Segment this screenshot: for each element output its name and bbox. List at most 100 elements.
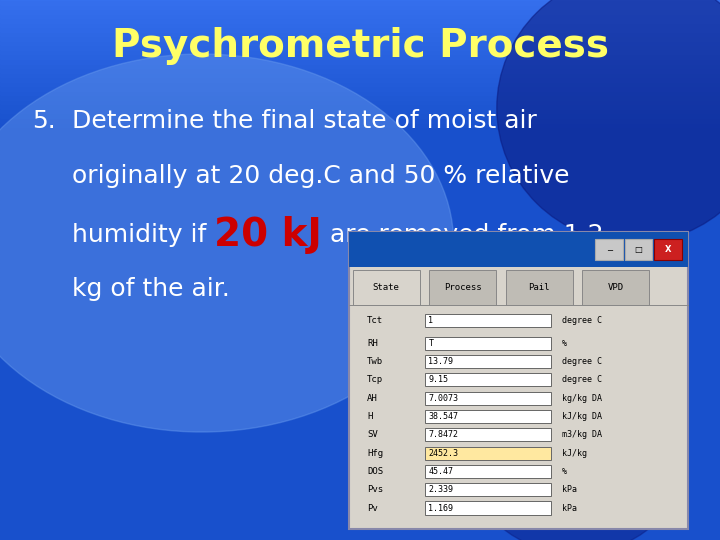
Bar <box>0 77 720 82</box>
Bar <box>0 100 720 104</box>
Ellipse shape <box>468 364 684 540</box>
Bar <box>0 236 720 240</box>
Bar <box>0 41 720 45</box>
Text: 20 kJ: 20 kJ <box>215 216 323 254</box>
Bar <box>0 218 720 222</box>
Bar <box>349 232 688 529</box>
Bar <box>582 270 649 305</box>
Bar <box>0 82 720 86</box>
Bar <box>429 270 496 305</box>
Bar <box>0 195 720 200</box>
Text: Determine the final state of moist air: Determine the final state of moist air <box>72 110 537 133</box>
Bar <box>0 499 720 504</box>
Text: degree C: degree C <box>562 375 602 384</box>
Text: degree C: degree C <box>562 357 602 366</box>
Bar <box>0 304 720 308</box>
Bar <box>0 463 720 468</box>
Text: 5.: 5. <box>32 110 56 133</box>
Bar <box>0 259 720 263</box>
Text: Hfg: Hfg <box>367 449 383 457</box>
Bar <box>595 239 623 260</box>
Bar <box>349 232 688 267</box>
Bar <box>0 109 720 113</box>
Text: 2452.3: 2452.3 <box>428 449 459 457</box>
Text: Tcp: Tcp <box>367 375 383 384</box>
Text: X: X <box>665 245 672 254</box>
Text: 7.0073: 7.0073 <box>428 394 459 403</box>
Bar <box>0 232 720 236</box>
Bar <box>0 536 720 540</box>
Bar <box>0 427 720 431</box>
Bar <box>0 154 720 159</box>
Bar <box>0 377 720 381</box>
Text: State: State <box>373 283 400 292</box>
Bar <box>0 318 720 322</box>
Text: RH: RH <box>367 339 378 348</box>
Text: □: □ <box>635 245 642 254</box>
Bar <box>0 240 720 245</box>
Bar <box>0 123 720 127</box>
Text: kg of the air.: kg of the air. <box>72 277 230 301</box>
Bar <box>425 373 551 387</box>
Bar <box>353 270 420 305</box>
Bar <box>0 200 720 204</box>
Bar <box>0 150 720 154</box>
Bar <box>0 68 720 72</box>
Bar <box>0 23 720 27</box>
Bar <box>0 222 720 227</box>
Text: VPD: VPD <box>608 283 624 292</box>
Bar <box>0 517 720 522</box>
Text: originally at 20 deg.C and 50 % relative: originally at 20 deg.C and 50 % relative <box>72 164 570 187</box>
Bar <box>0 472 720 476</box>
Text: 1: 1 <box>428 316 433 325</box>
Bar <box>0 291 720 295</box>
Bar <box>0 336 720 340</box>
Bar <box>0 300 720 304</box>
Bar <box>0 286 720 291</box>
Bar <box>0 164 720 168</box>
Bar <box>0 204 720 209</box>
Bar <box>0 522 720 526</box>
Bar <box>0 145 720 150</box>
Bar <box>0 45 720 50</box>
Bar <box>0 96 720 100</box>
Text: kJ/kg: kJ/kg <box>562 449 587 457</box>
Text: %: % <box>562 339 567 348</box>
Bar <box>0 327 720 331</box>
Bar <box>425 410 551 423</box>
Bar <box>0 136 720 141</box>
Bar <box>0 127 720 132</box>
Text: T: T <box>428 339 433 348</box>
Bar <box>0 209 720 213</box>
Bar <box>0 531 720 536</box>
Bar <box>0 91 720 95</box>
Bar <box>0 458 720 463</box>
Bar <box>654 239 682 260</box>
Bar <box>0 431 720 436</box>
Bar <box>0 245 720 249</box>
Ellipse shape <box>0 54 454 432</box>
Text: kPa: kPa <box>562 504 577 512</box>
Text: humidity if: humidity if <box>72 223 215 247</box>
Bar <box>0 386 720 390</box>
Bar <box>425 428 551 441</box>
Bar <box>0 445 720 449</box>
Bar <box>425 465 551 478</box>
Bar <box>0 18 720 23</box>
Bar <box>0 50 720 55</box>
Bar <box>0 249 720 254</box>
Text: AH: AH <box>367 394 378 403</box>
Bar <box>0 313 720 318</box>
Bar <box>0 104 720 109</box>
Bar <box>0 417 720 422</box>
Bar <box>0 186 720 191</box>
Bar <box>0 404 720 408</box>
Text: kg/kg DA: kg/kg DA <box>562 394 602 403</box>
Bar <box>0 495 720 499</box>
Bar <box>0 177 720 181</box>
Bar <box>0 440 720 445</box>
Bar <box>0 363 720 368</box>
Bar <box>0 390 720 395</box>
Text: kPa: kPa <box>562 485 577 494</box>
Bar <box>0 322 720 327</box>
